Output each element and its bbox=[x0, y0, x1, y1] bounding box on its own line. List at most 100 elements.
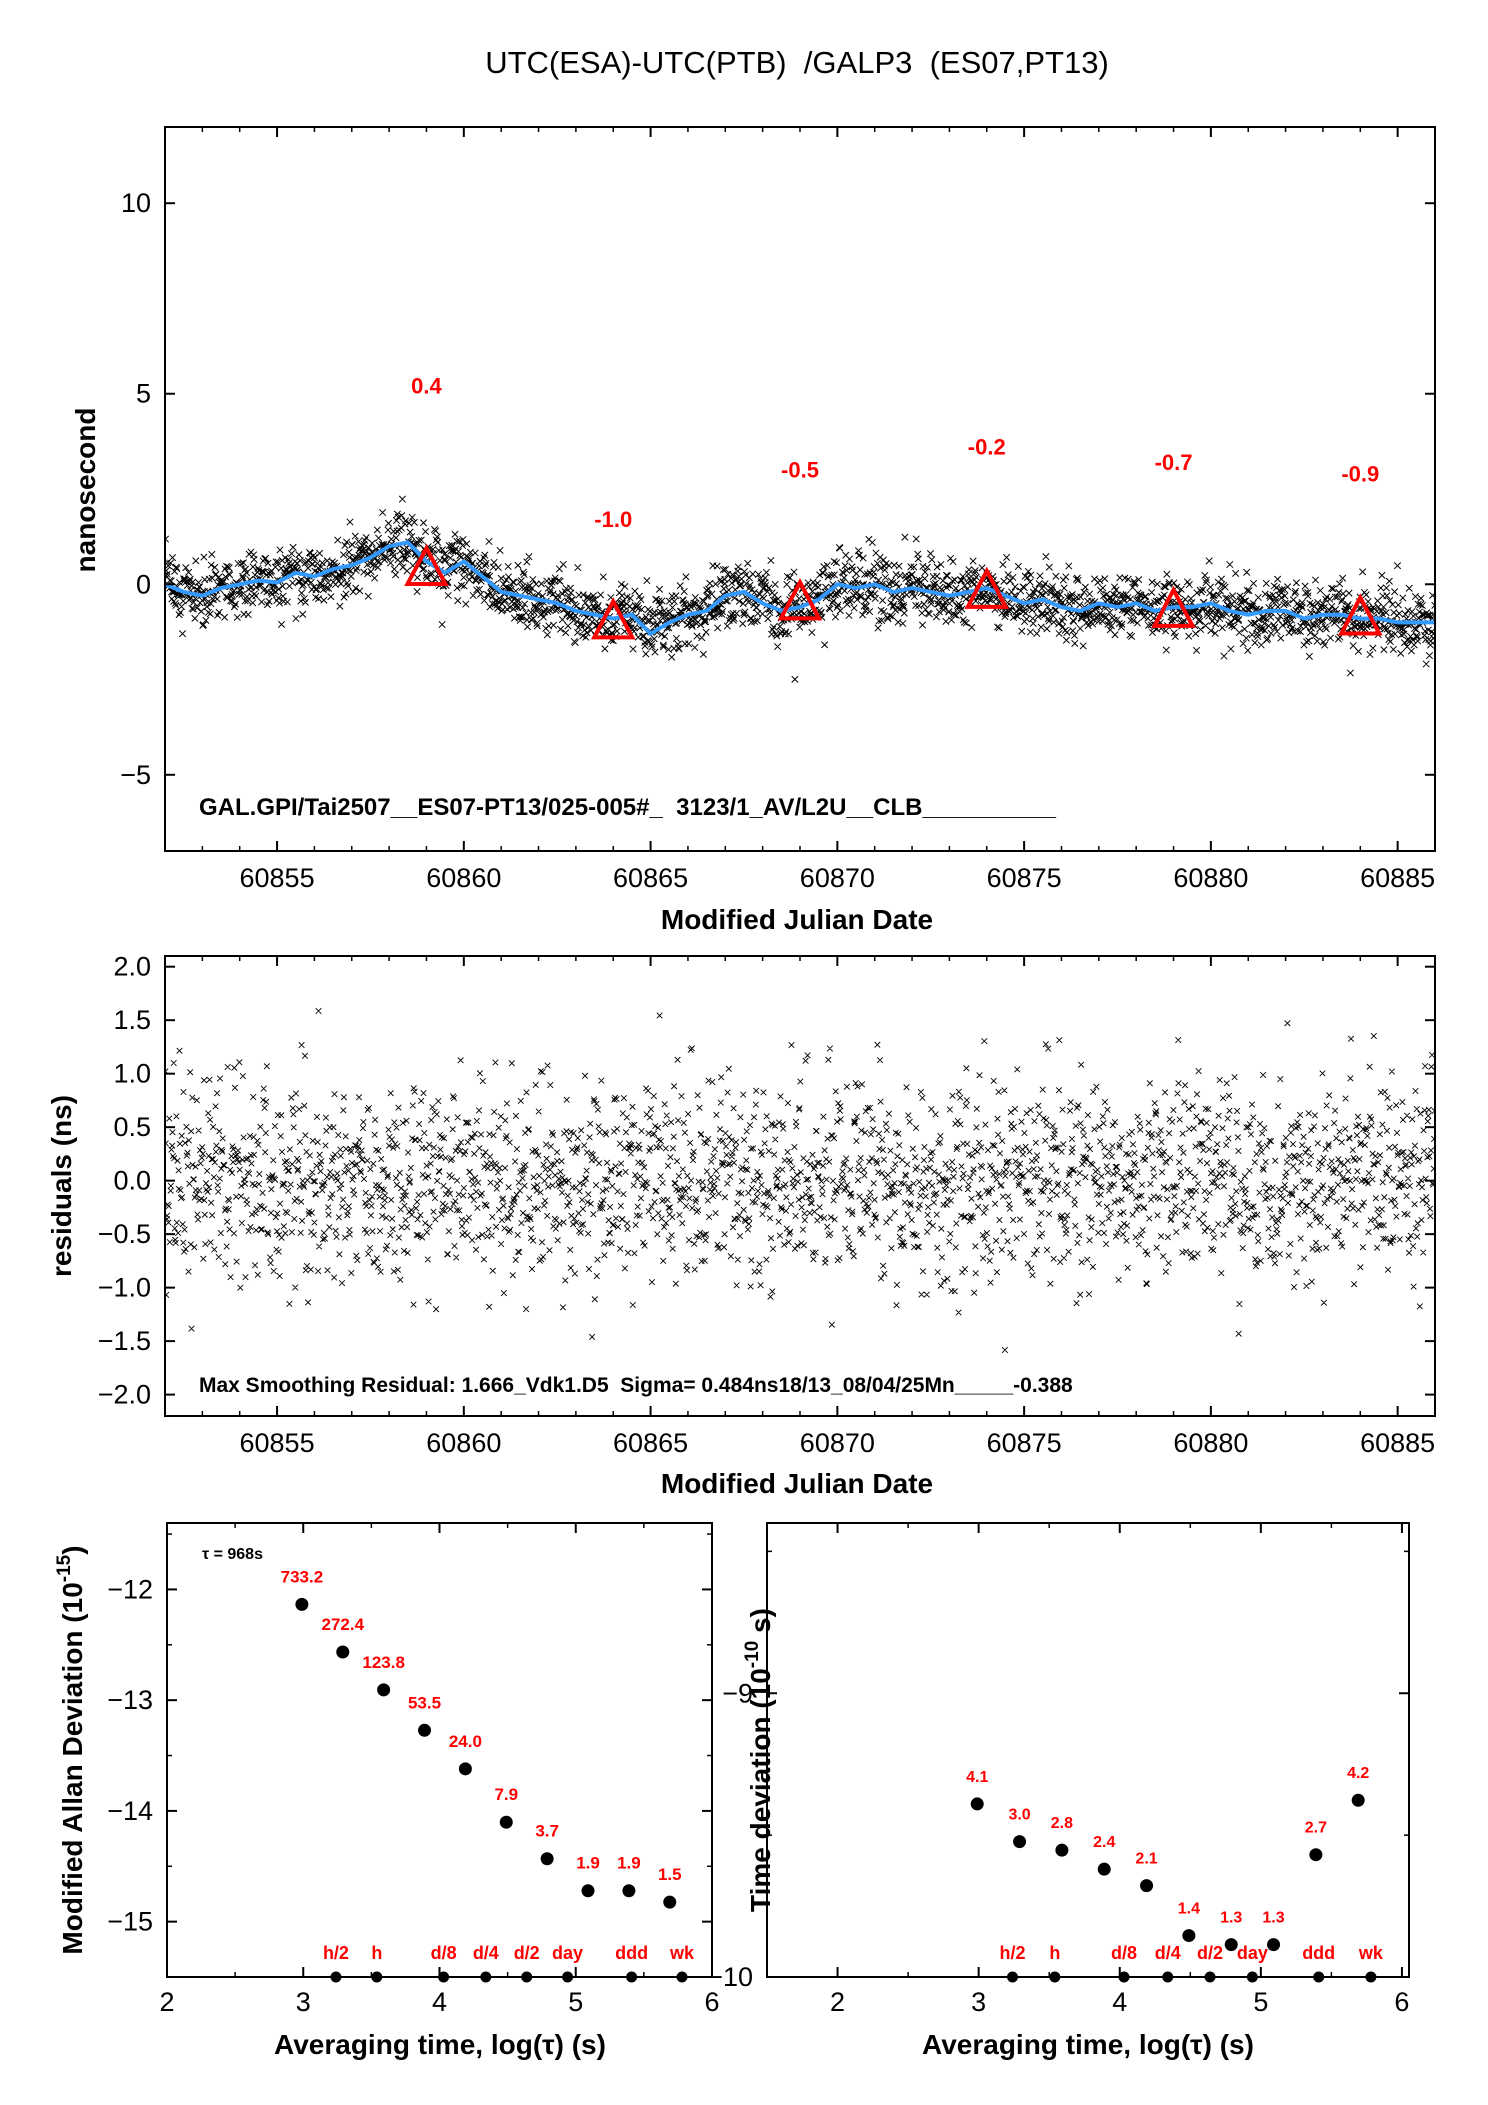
time-marker-point bbox=[438, 1971, 450, 1983]
deviation-point bbox=[336, 1645, 350, 1659]
deviation-label: 272.4 bbox=[321, 1615, 364, 1634]
timeseries-frame bbox=[164, 126, 1436, 852]
time-marker-point bbox=[480, 1971, 492, 1983]
deviation-label: 1.3 bbox=[1262, 1910, 1284, 1927]
marker-label: -1.0 bbox=[594, 507, 632, 532]
time-marker-label: d/8 bbox=[1111, 1943, 1137, 1963]
x-tick-label: 4 bbox=[1112, 1987, 1127, 2017]
time-marker-label: d/4 bbox=[473, 1943, 499, 1963]
triangle-marker bbox=[590, 597, 636, 640]
deviation-label: 1.9 bbox=[576, 1854, 600, 1873]
time-marker-label: h bbox=[1049, 1943, 1060, 1963]
marker-label: 0.4 bbox=[411, 374, 442, 399]
tdev-xlabel: Averaging time, log(τ) (s) bbox=[922, 2029, 1254, 2060]
time-marker-point bbox=[521, 1971, 533, 1983]
x-tick-label: 60885 bbox=[1360, 863, 1435, 893]
mdev-frame bbox=[166, 1522, 713, 1978]
time-marker-point bbox=[1049, 1971, 1061, 1983]
y-tick-label: −12 bbox=[107, 1574, 153, 1604]
time-marker-label: h/2 bbox=[1000, 1943, 1026, 1963]
marker-label: -0.9 bbox=[1341, 461, 1379, 486]
y-tick-label: −1.5 bbox=[98, 1326, 151, 1356]
deviation-point bbox=[377, 1683, 391, 1697]
deviation-label: 2.8 bbox=[1051, 1815, 1073, 1832]
x-tick-label: 60865 bbox=[613, 1428, 688, 1458]
time-marker-label: h bbox=[371, 1943, 382, 1963]
y-tick-label: −0.5 bbox=[98, 1219, 151, 1249]
deviation-point bbox=[622, 1884, 636, 1898]
triangle-marker bbox=[404, 543, 449, 587]
monthly-markers: 0.4 -1.0 -0.5 -0.2 -0.7 -0.9 bbox=[404, 374, 1383, 640]
time-marker-label: day bbox=[552, 1943, 583, 1963]
marker-label: -0.2 bbox=[968, 435, 1006, 460]
time-marker-point bbox=[1313, 1971, 1325, 1983]
x-tick-label: 60875 bbox=[987, 863, 1062, 893]
residuals-xlabel: Modified Julian Date bbox=[661, 1468, 933, 1499]
y-tick-label: −9 bbox=[722, 1678, 753, 1708]
time-marker-point bbox=[1204, 1971, 1216, 1983]
x-tick-label: 60880 bbox=[1173, 863, 1248, 893]
deviation-point bbox=[1140, 1879, 1154, 1893]
time-marker-label: h/2 bbox=[323, 1943, 349, 1963]
deviation-point bbox=[540, 1852, 554, 1866]
time-marker-label: d/8 bbox=[431, 1943, 457, 1963]
x-tick-label: 60860 bbox=[426, 863, 501, 893]
time-marker-point bbox=[1118, 1971, 1130, 1983]
x-tick-label: 2 bbox=[830, 1987, 845, 2017]
x-tick-label: 6 bbox=[704, 1987, 719, 2017]
timeseries-xlabel: Modified Julian Date bbox=[661, 904, 933, 935]
tdev-frame bbox=[766, 1522, 1410, 1978]
marker-label: -0.5 bbox=[781, 458, 819, 483]
deviation-point bbox=[1224, 1938, 1238, 1952]
mdev-ylabel: Modified Allan Deviation (10-15) bbox=[54, 1545, 88, 1954]
deviation-point bbox=[970, 1797, 984, 1811]
y-tick-label: −2.0 bbox=[98, 1380, 151, 1410]
x-tick-label: 60860 bbox=[426, 1428, 501, 1458]
deviation-point bbox=[1309, 1848, 1323, 1862]
deviation-label: 24.0 bbox=[449, 1732, 482, 1751]
y-tick-label: 0.0 bbox=[113, 1166, 151, 1196]
x-tick-label: 2 bbox=[159, 1987, 174, 2017]
deviation-label: 2.1 bbox=[1135, 1851, 1157, 1868]
deviation-point bbox=[663, 1895, 677, 1909]
timeseries-ylabel: nanosecond bbox=[70, 408, 101, 573]
triangle-marker bbox=[777, 578, 823, 621]
x-tick-label: 4 bbox=[432, 1987, 447, 2017]
deviation-label: 7.9 bbox=[494, 1785, 518, 1804]
residuals-ylabel: residuals (ns) bbox=[46, 1095, 77, 1277]
x-tick-label: 60865 bbox=[613, 863, 688, 893]
deviation-label: 2.4 bbox=[1093, 1834, 1115, 1851]
tdev-plot: 2 3 4 5 6−10−94.13.02.82.42.11.41.3 1.32.74.2… bbox=[707, 1523, 1409, 2017]
y-tick-label: −5 bbox=[120, 760, 151, 790]
x-tick-label: 60855 bbox=[240, 1428, 315, 1458]
time-marker-point bbox=[562, 1971, 574, 1983]
y-tick-label: −15 bbox=[107, 1907, 153, 1937]
y-tick-label: 0 bbox=[136, 569, 151, 599]
time-marker-label: ddd bbox=[1302, 1943, 1335, 1963]
deviation-label: 53.5 bbox=[408, 1693, 441, 1712]
time-marker-label: wk bbox=[669, 1943, 695, 1963]
y-tick-label: 1.5 bbox=[113, 1005, 151, 1035]
deviation-label: 733.2 bbox=[281, 1567, 324, 1586]
x-tick-label: 60875 bbox=[987, 1428, 1062, 1458]
residuals-ticks: 60855 60860 60865 60870 60875 60880 60885 −2.0 −… bbox=[98, 952, 1436, 1458]
time-marker-point bbox=[676, 1971, 688, 1983]
x-tick-label: 60880 bbox=[1173, 1428, 1248, 1458]
time-marker-point bbox=[1365, 1971, 1377, 1983]
x-tick-label: 3 bbox=[296, 1987, 311, 2017]
deviation-point bbox=[1013, 1835, 1027, 1849]
time-marker-point bbox=[1007, 1971, 1019, 1983]
time-marker-label: ddd bbox=[615, 1943, 648, 1963]
residuals-annotation: Max Smoothing Residual: 1.666_Vdk1.D5 Si… bbox=[199, 1374, 1073, 1397]
residuals-scatter bbox=[165, 1007, 1435, 1354]
time-marker-label: day bbox=[1237, 1943, 1268, 1963]
x-tick-label: 5 bbox=[568, 1987, 583, 2017]
time-marker-point bbox=[330, 1971, 342, 1983]
deviation-point bbox=[1351, 1793, 1365, 1807]
deviation-label: 2.7 bbox=[1305, 1820, 1327, 1837]
x-tick-label: 6 bbox=[1394, 1987, 1409, 2017]
deviation-label: 123.8 bbox=[362, 1653, 405, 1672]
timeseries-scatter bbox=[165, 495, 1435, 683]
main-title: UTC(ESA)-UTC(PTB) /GALP3 (ES07,PT13) bbox=[485, 45, 1109, 80]
